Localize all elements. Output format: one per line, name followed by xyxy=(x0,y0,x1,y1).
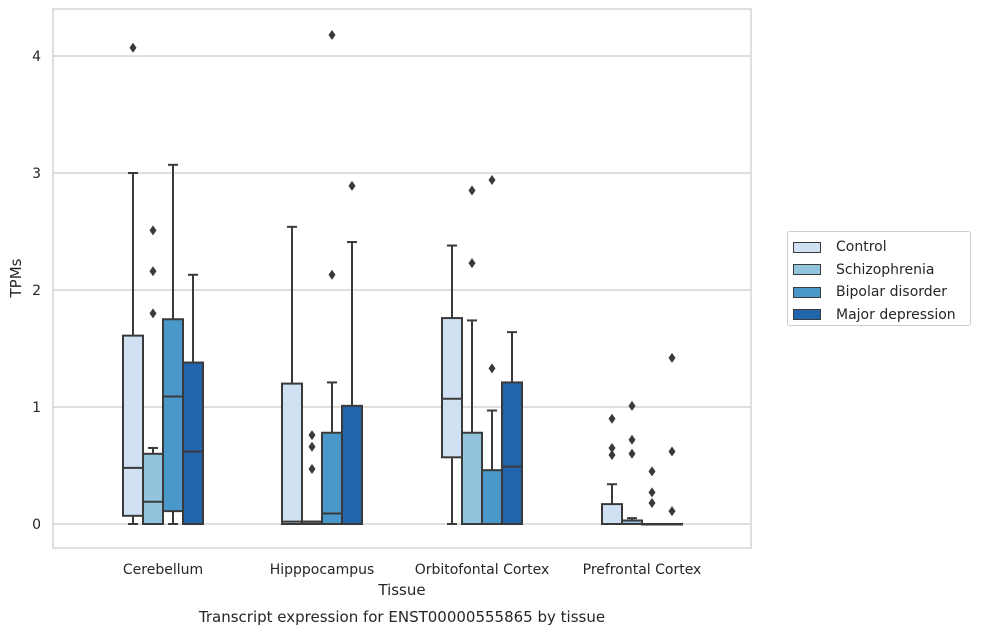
box-group xyxy=(481,175,503,525)
y-tick-label: 1 xyxy=(32,400,41,416)
plot-area-frame xyxy=(52,8,752,549)
outlier-point xyxy=(488,175,496,186)
box-iqr xyxy=(501,381,523,525)
outlier-point xyxy=(608,449,616,460)
legend-swatch xyxy=(793,286,821,298)
box-iqr xyxy=(182,361,204,526)
x-tick-label: Prefrontal Cortex xyxy=(583,562,702,578)
y-tick-label: 2 xyxy=(32,283,41,299)
outlier-point xyxy=(129,42,137,53)
chart-title: Transcript expression for ENST0000055586… xyxy=(198,608,605,626)
legend-swatch xyxy=(793,264,821,276)
x-axis-label: Tissue xyxy=(377,581,425,599)
legend-label: Control xyxy=(836,239,887,256)
outlier-point xyxy=(308,430,316,441)
box-group xyxy=(641,466,663,526)
legend-item: Major depression xyxy=(793,304,970,327)
legend-label: Schizophrenia xyxy=(836,261,935,278)
outlier-point xyxy=(608,413,616,424)
outlier-point xyxy=(149,266,157,277)
outlier-point xyxy=(648,497,656,508)
outlier-point xyxy=(648,466,656,477)
y-tick-labels: 0 1 2 3 4 xyxy=(32,49,41,533)
outlier-point xyxy=(328,269,336,280)
outlier-point xyxy=(328,29,336,40)
x-tick-labels: Cerebellum Hipppocampus Orbitofontal Corte… xyxy=(123,562,701,578)
box-iqr xyxy=(281,382,303,525)
outlier-point xyxy=(149,308,157,319)
outlier-point xyxy=(488,363,496,374)
legend-item: Bipolar disorder xyxy=(793,281,970,304)
outlier-point xyxy=(648,487,656,498)
legend-item: Control xyxy=(793,236,970,259)
outlier-point xyxy=(628,434,636,445)
outlier-point xyxy=(668,446,676,457)
box-group xyxy=(142,225,164,525)
box-group xyxy=(501,331,523,525)
y-axis-label: TPMs xyxy=(7,258,25,298)
box-iqr xyxy=(341,404,363,525)
y-tick-label: 3 xyxy=(32,166,41,182)
legend-swatch xyxy=(793,241,821,253)
outlier-point xyxy=(628,448,636,459)
x-tick-label: Hipppocampus xyxy=(270,562,375,578)
box-iqr xyxy=(481,469,503,525)
legend-label: Bipolar disorder xyxy=(836,284,948,301)
outlier-point xyxy=(608,442,616,453)
box-iqr xyxy=(142,452,164,525)
outlier-point xyxy=(668,506,676,517)
box-group xyxy=(661,352,683,526)
box-group xyxy=(601,413,623,525)
x-tick-label: Orbitofontal Cortex xyxy=(415,562,550,578)
boxes-layer xyxy=(122,29,683,526)
x-tick-label: Cerebellum xyxy=(123,562,203,578)
box-group xyxy=(341,180,363,525)
box-group xyxy=(281,225,303,525)
legend-swatch xyxy=(793,309,821,321)
box-iqr xyxy=(461,431,483,525)
legend-label: Major depression xyxy=(836,306,956,323)
outlier-point xyxy=(149,225,157,236)
outlier-point xyxy=(308,464,316,475)
box-iqr xyxy=(162,318,184,513)
box-iqr xyxy=(601,503,623,525)
box-group xyxy=(122,42,144,525)
box-iqr xyxy=(441,317,463,459)
y-tick-label: 4 xyxy=(32,49,41,65)
box-group xyxy=(441,244,463,525)
box-group xyxy=(621,400,643,525)
outlier-point xyxy=(628,400,636,411)
outlier-point xyxy=(468,185,476,196)
box-iqr xyxy=(122,334,144,517)
box-group xyxy=(461,185,483,525)
outlier-point xyxy=(308,441,316,452)
outlier-point xyxy=(348,180,356,191)
outlier-point xyxy=(668,352,676,363)
legend-item: Schizophrenia xyxy=(793,259,970,282)
legend: Control Schizophrenia Bipolar disorder Majo… xyxy=(787,231,971,326)
box-group xyxy=(182,273,204,526)
outlier-point xyxy=(468,258,476,269)
box-iqr xyxy=(321,431,343,525)
y-tick-label: 0 xyxy=(32,517,41,533)
